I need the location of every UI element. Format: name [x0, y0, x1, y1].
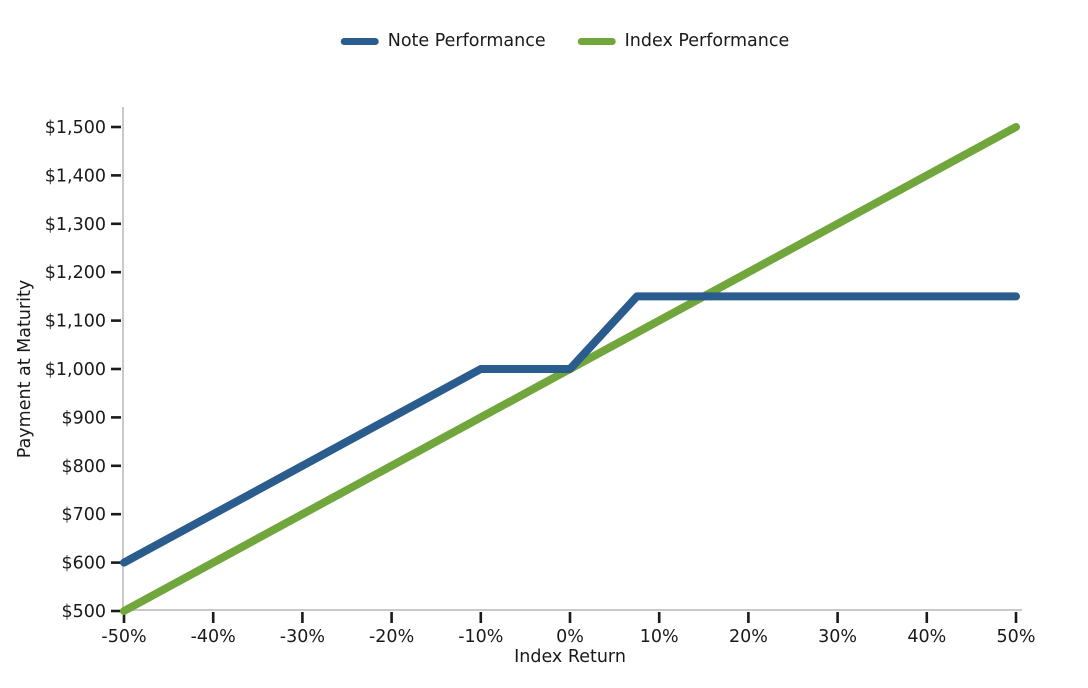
- x-tick-label: 10%: [640, 627, 679, 647]
- y-tick-label: $900: [61, 408, 106, 428]
- legend-swatch-icon: [340, 37, 379, 45]
- x-tick-label: -50%: [101, 627, 146, 647]
- legend-label: Index Performance: [624, 31, 790, 51]
- y-axis-title: Payment at Maturity: [15, 280, 35, 458]
- y-tick-label: $1,000: [45, 360, 106, 380]
- y-tick-label: $1,400: [45, 166, 106, 186]
- legend-swatch-icon: [577, 37, 616, 45]
- series-line-note-performance: [120, 292, 1020, 567]
- legend-item-note-performance: Note Performance: [340, 31, 546, 51]
- x-tick-label: -40%: [191, 627, 236, 647]
- x-tick-label: 40%: [907, 627, 946, 647]
- legend-item-index-performance: Index Performance: [577, 31, 790, 51]
- x-tick-label: 30%: [818, 627, 857, 647]
- x-tick-label: -10%: [458, 627, 503, 647]
- x-axis-title: Index Return: [514, 647, 626, 667]
- y-tick-label: $500: [61, 602, 106, 622]
- y-tick-label: $1,200: [45, 263, 106, 283]
- x-tick-label: 50%: [997, 627, 1036, 647]
- x-tick-label: -20%: [369, 627, 414, 647]
- y-tick-label: $600: [61, 554, 106, 574]
- y-tick-label: $1,300: [45, 215, 106, 235]
- x-tick-label: -30%: [280, 627, 325, 647]
- axis-spines: [122, 107, 1022, 611]
- y-tick-label: $700: [61, 505, 106, 525]
- y-tick-label: $1,500: [45, 118, 106, 138]
- x-tick-label: 0%: [556, 627, 584, 647]
- x-axis: -50% -40% -30% -20% -10% 0% 10% 20% 30% 40% 50%: [101, 612, 1035, 647]
- y-tick-label: $1,100: [45, 312, 106, 332]
- legend-label: Note Performance: [387, 31, 546, 51]
- chart-legend: Note Performance Index Performance: [340, 31, 790, 51]
- y-tick-label: $800: [61, 457, 106, 477]
- y-axis: $500 $600 $700 $800 $900 $1,000 $1,100 $1,200 $1…: [45, 118, 121, 622]
- x-tick-label: 20%: [729, 627, 768, 647]
